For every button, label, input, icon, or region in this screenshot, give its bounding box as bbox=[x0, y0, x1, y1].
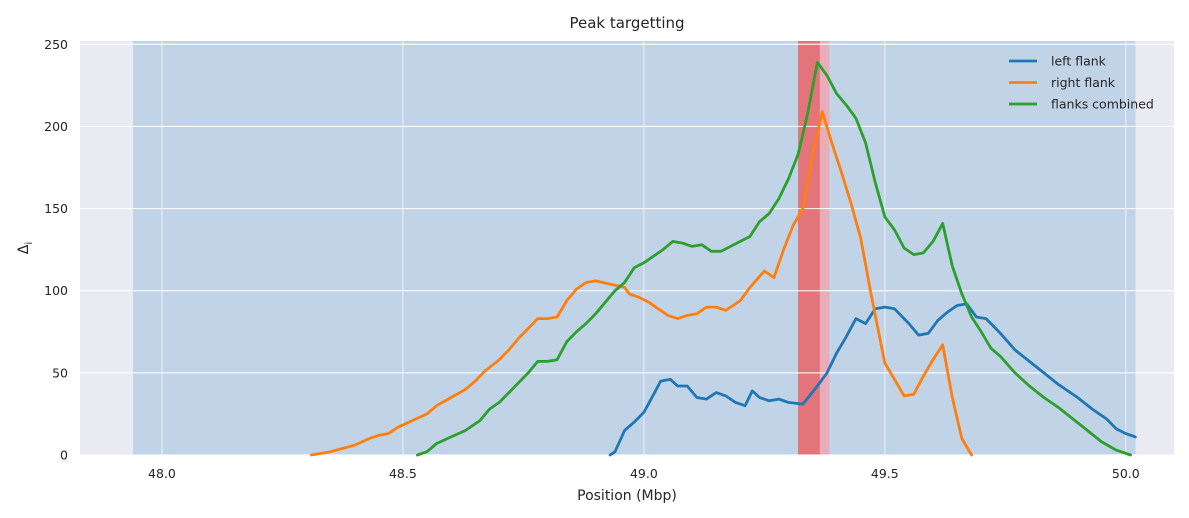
x-tick-label: 49.0 bbox=[630, 466, 658, 481]
x-tick-labels: 48.0 48.5 49.0 49.5 50.0 bbox=[148, 466, 1140, 481]
series-lines bbox=[309, 61, 1137, 457]
x-tick-label: 50.0 bbox=[1112, 466, 1140, 481]
x-tick-label: 49.5 bbox=[871, 466, 899, 481]
series-line-left-flank bbox=[608, 302, 1137, 457]
y-axis-label-main: Δ bbox=[16, 244, 32, 254]
y-tick-label: 250 bbox=[44, 37, 68, 52]
legend-label: right flank bbox=[1051, 75, 1116, 90]
y-tick-label: 0 bbox=[60, 448, 68, 463]
y-tick-label: 50 bbox=[52, 365, 68, 380]
shaded-region-0 bbox=[133, 41, 1136, 455]
grid-lines bbox=[80, 41, 1174, 456]
shaded-regions bbox=[133, 41, 1136, 455]
y-tick-labels: 0 50 100 150 200 250 bbox=[44, 37, 68, 463]
legend-label: flanks combined bbox=[1051, 97, 1154, 112]
y-axis-label: Δi bbox=[16, 242, 35, 254]
y-tick-label: 200 bbox=[44, 119, 68, 134]
x-tick-label: 48.0 bbox=[148, 466, 176, 481]
legend-label: left flank bbox=[1051, 54, 1107, 69]
y-axis-label-subscript: i bbox=[24, 242, 35, 245]
x-axis-label: Position (Mbp) bbox=[577, 488, 677, 504]
series-line-flanks-combined bbox=[416, 61, 1132, 457]
legend: left flank right flank flanks combined bbox=[1009, 54, 1154, 112]
series-line-right-flank bbox=[309, 110, 973, 457]
y-tick-label: 100 bbox=[44, 283, 68, 298]
y-tick-label: 150 bbox=[44, 201, 68, 216]
x-tick-label: 48.5 bbox=[389, 466, 417, 481]
chart-title: Peak targetting bbox=[569, 14, 684, 32]
